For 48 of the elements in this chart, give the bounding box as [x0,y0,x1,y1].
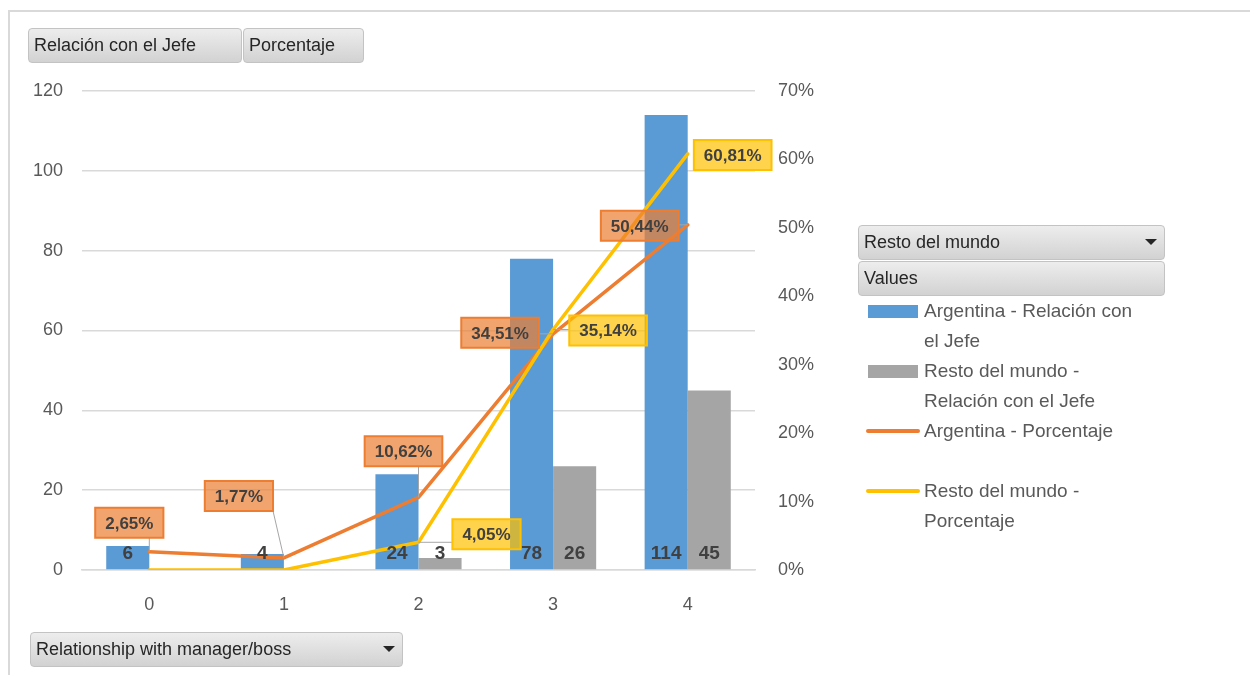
x-tick-label: 0 [144,593,155,614]
x-tick-label: 2 [413,593,424,614]
data-label: 35,14% [579,321,637,341]
y2-tick-label: 40% [778,285,815,306]
x-tick-label: 1 [278,593,289,614]
x-tick-label: 4 [682,593,693,614]
y2-tick-label: 20% [778,422,815,443]
bar [553,466,597,570]
data-label: 50,44% [610,216,669,236]
data-label: 10,62% [374,442,433,462]
data-label: 26 [564,542,586,564]
bar [375,474,419,570]
y2-tick-label: 60% [778,148,815,169]
y-tick-label: 80 [42,239,63,260]
text: Porcentaje [249,35,336,56]
data-label: 78 [520,542,543,564]
data-label: 3 [434,542,446,564]
y-tick-label: 0 [52,558,63,579]
data-label: 1,77% [214,486,263,506]
data-label: 4,05% [462,524,511,544]
text: Relación con el Jefe [34,35,197,56]
legend-label: Argentina - Porcentaje [924,420,1114,441]
bar [687,390,731,570]
legend-title: Values [864,268,918,289]
y-tick-label: 20 [42,479,63,500]
bar [418,558,462,570]
y-tick-label: 120 [32,79,63,100]
data-label: 114 [650,542,682,564]
legend-label: Resto del mundo - Porcentaje [924,480,1080,531]
data-label: 2,65% [105,513,154,533]
data-label: 60,81% [703,145,762,165]
y-tick-label: 40 [42,399,63,420]
y2-tick-label: 70% [778,79,815,100]
y2-tick-label: 0% [778,558,805,579]
legend-label: Argentina - Relación con el Jefe [924,300,1133,351]
x-tick-label: 3 [548,593,559,614]
y2-tick-label: 30% [778,353,815,374]
y2-tick-label: 50% [778,216,815,237]
y2-tick-label: 10% [778,490,815,511]
legend-label: Resto del mundo - Relación con el Jefe [924,360,1096,411]
y-tick-label: 60 [42,319,63,340]
data-label: 24 [386,542,408,564]
data-label: 6 [122,542,134,564]
x-axis-title: Relationship with manager/boss [36,639,292,660]
text: Resto del mundo [864,232,1001,253]
data-label: 34,51% [471,323,529,343]
y-tick-label: 100 [32,159,63,180]
data-label: 45 [698,542,721,564]
